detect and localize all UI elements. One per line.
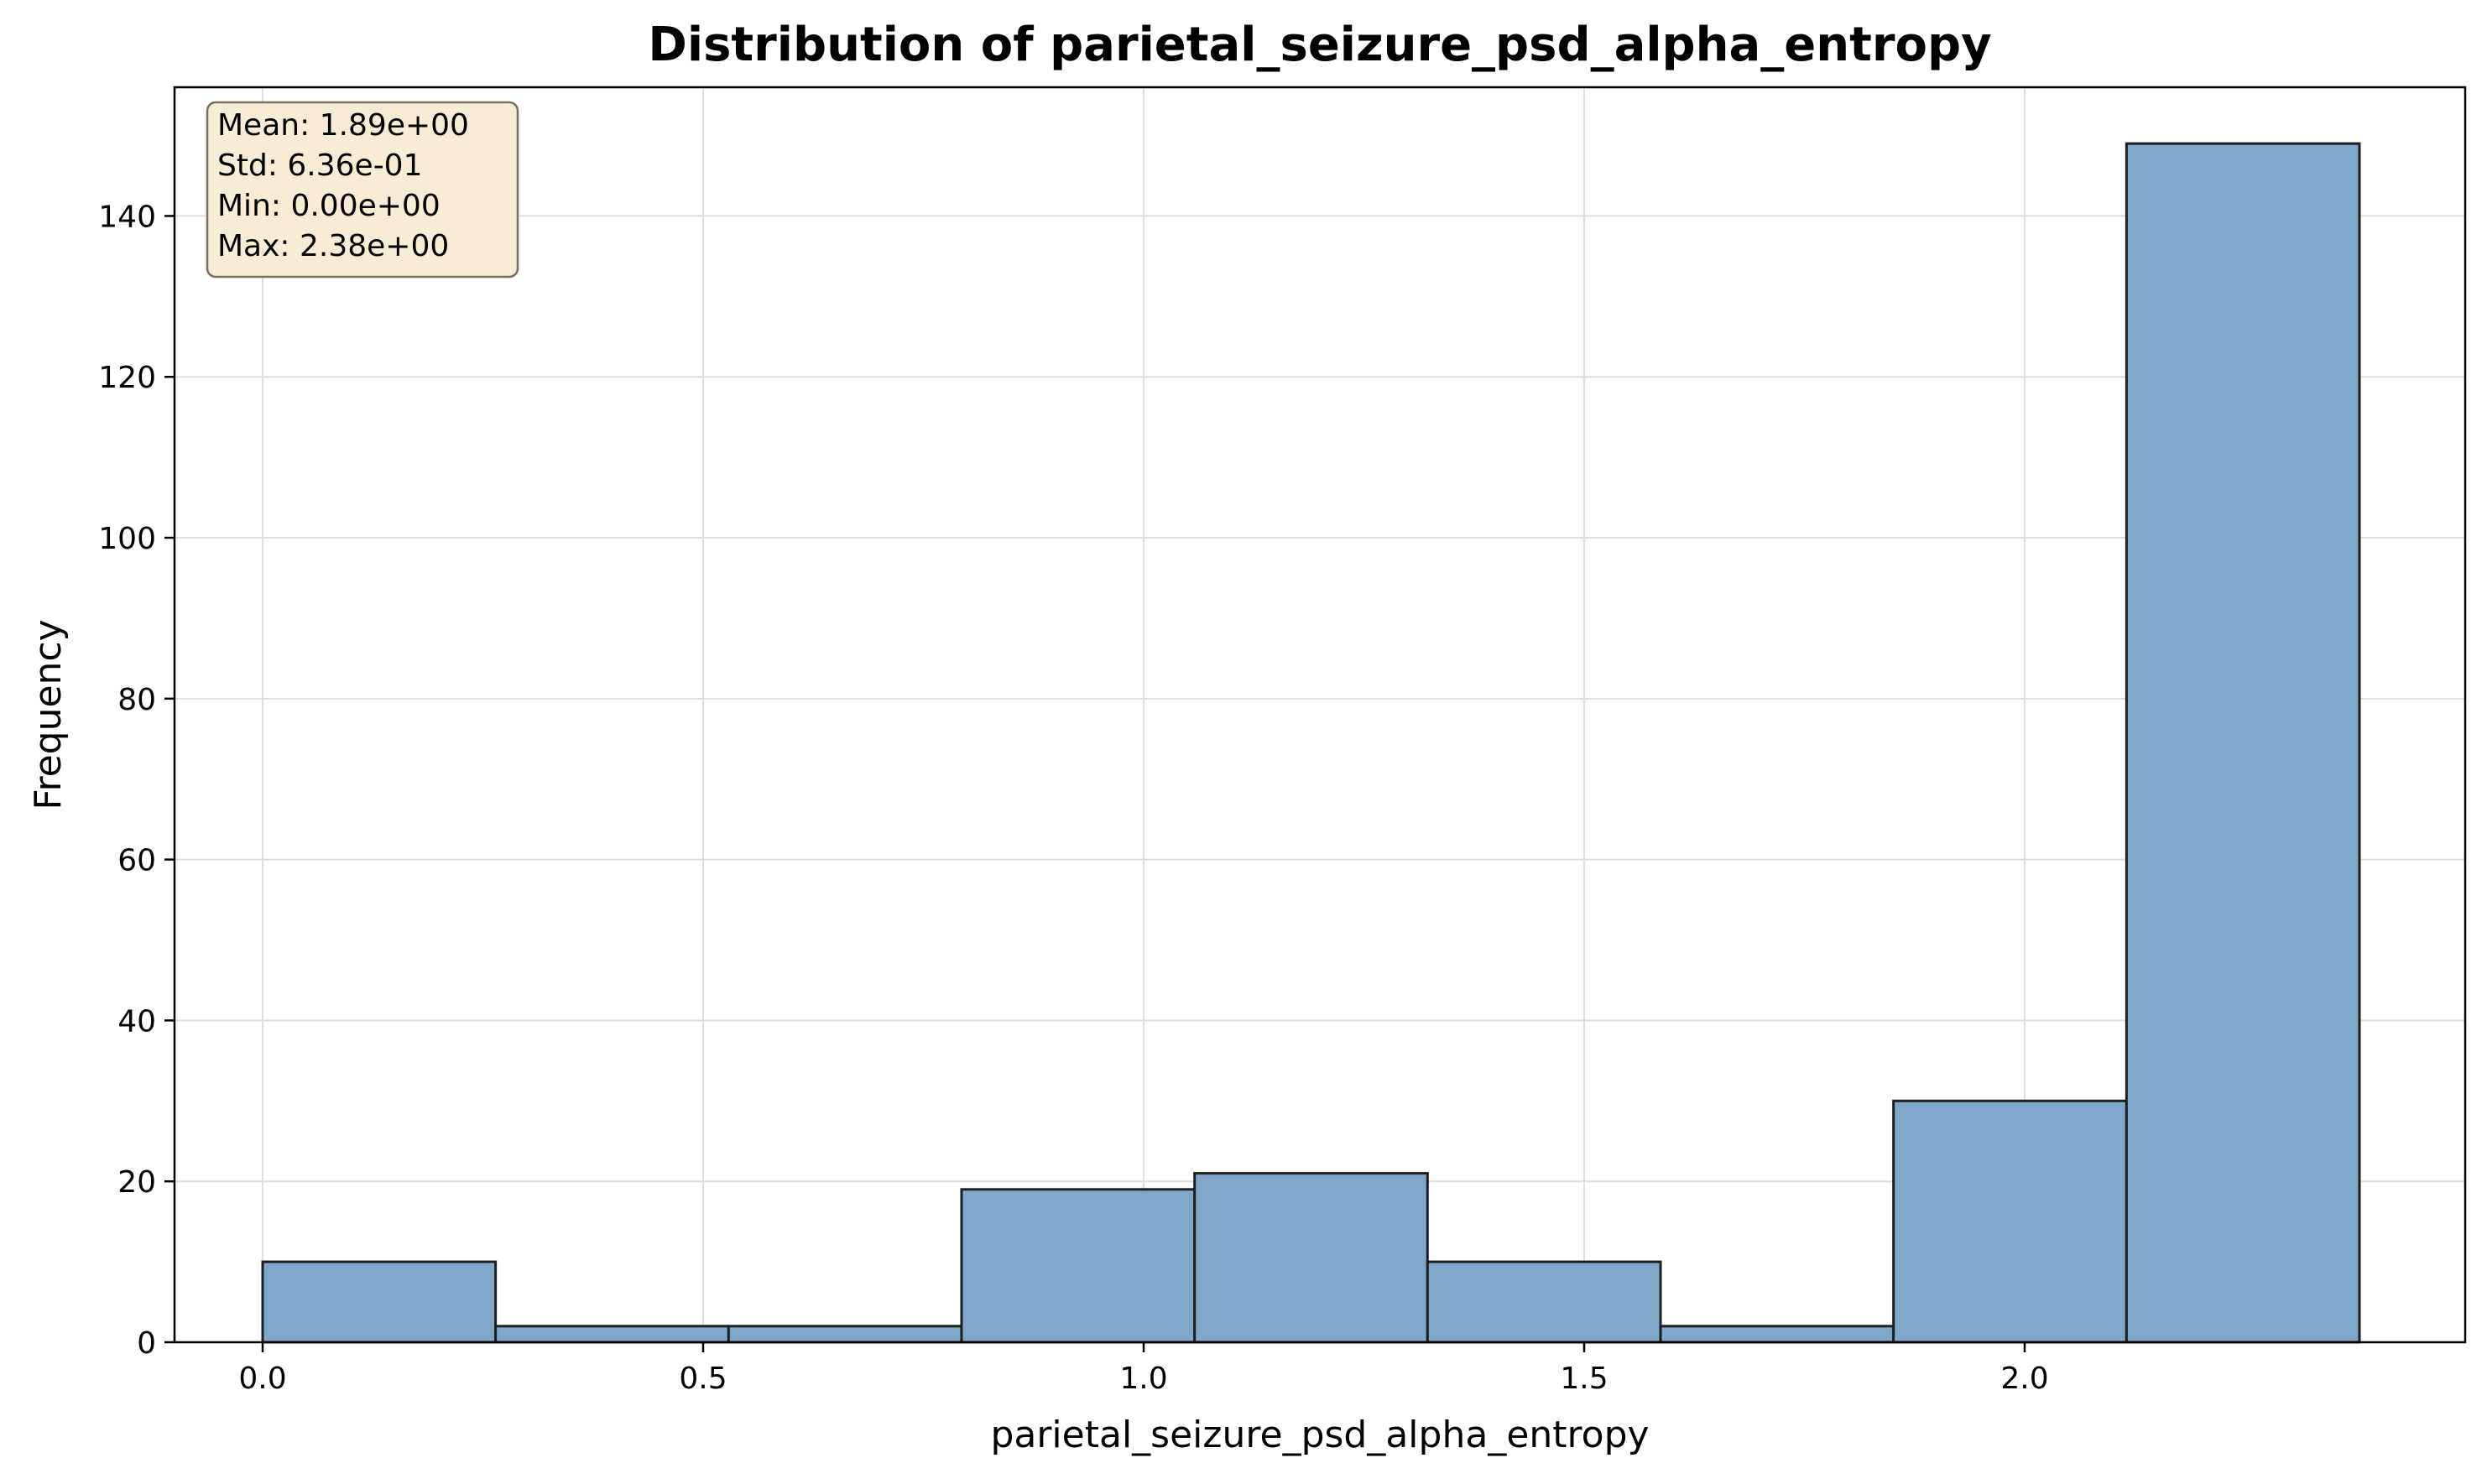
x-tick-label: 0.0: [238, 1362, 286, 1396]
histogram-bar: [727, 1325, 963, 1344]
x-tick-label: 1.5: [1560, 1362, 1608, 1396]
stats-max: Max: 2.38e+00: [217, 229, 449, 263]
y-tick-label: 80: [117, 683, 156, 717]
chart-title: Distribution of parietal_seizure_psd_alp…: [648, 18, 1991, 72]
histogram-bar: [1426, 1260, 1662, 1344]
x-axis-label: parietal_seizure_psd_alpha_entropy: [990, 1414, 1649, 1456]
histogram-bar: [1892, 1099, 2128, 1344]
histogram-bar: [261, 1260, 498, 1344]
y-axis-label: Frequency: [27, 619, 70, 810]
y-tick-label: 140: [98, 200, 156, 234]
histogram-bar: [2125, 142, 2361, 1344]
histogram-bar: [1193, 1172, 1429, 1344]
plot-frame: [173, 86, 2467, 1344]
stats-mean: Mean: 1.89e+00: [217, 108, 469, 143]
y-tick-label: 60: [117, 844, 156, 878]
ticks-layer: 0.0 0.5 1.0 1.5 2.0 0 20 40 60 80 100 120 140: [98, 200, 2048, 1396]
stats-min: Min: 0.00e+00: [217, 189, 441, 223]
stats-std: Std: 6.36e-01: [217, 148, 423, 183]
histogram-bar: [960, 1188, 1197, 1344]
histogram-bar: [1659, 1325, 1895, 1344]
y-tick-label: 0: [137, 1326, 156, 1361]
x-tick-label: 0.5: [679, 1362, 727, 1396]
y-tick-label: 120: [98, 361, 156, 395]
stats-box: Mean: 1.89e+00 Std: 6.36e-01 Min: 0.00e+…: [206, 101, 519, 279]
bars-layer: [261, 142, 2361, 1344]
y-tick-label: 100: [98, 522, 156, 556]
x-tick-label: 2.0: [2000, 1362, 2048, 1396]
y-tick-label: 40: [117, 1004, 156, 1039]
histogram-bar: [494, 1325, 730, 1344]
x-tick-label: 1.0: [1119, 1362, 1167, 1396]
stats-box-background: [206, 101, 519, 279]
y-tick-label: 20: [117, 1165, 156, 1200]
